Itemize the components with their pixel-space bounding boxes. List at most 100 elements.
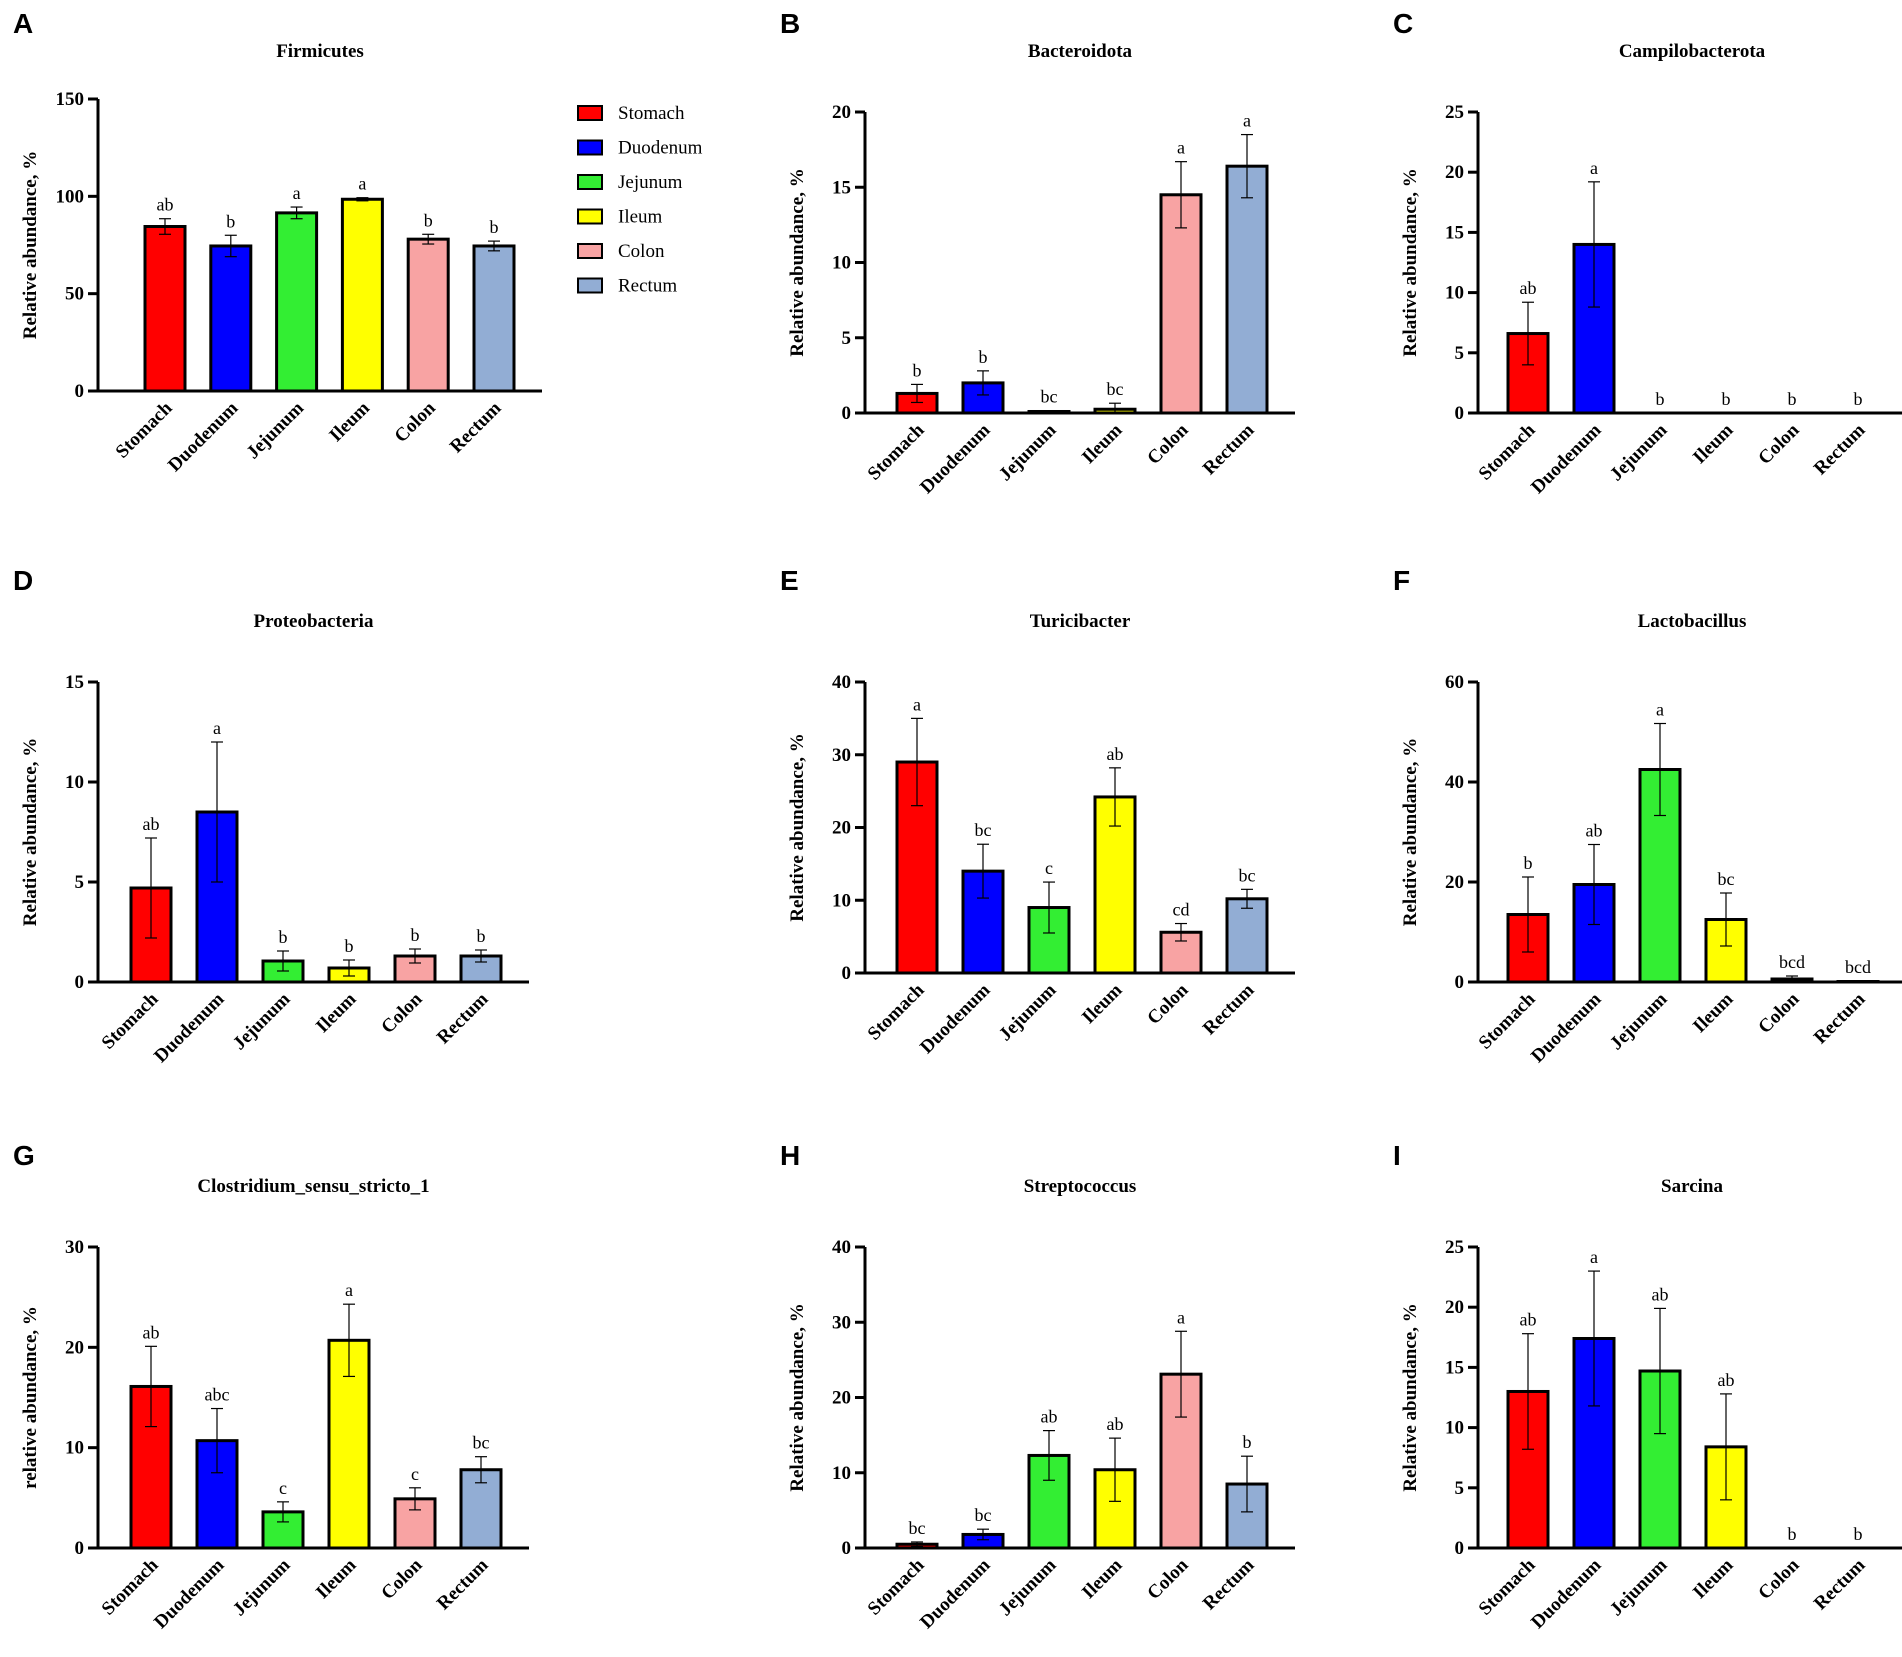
y-tick-label: 30: [832, 745, 851, 766]
chart-title: Sarcina: [1661, 1176, 1723, 1197]
y-tick-label: 20: [832, 818, 851, 839]
panel-c: C Campilobacterota Relative abundance, % 0 5…: [1393, 8, 1902, 498]
legend-swatch-stomach: [577, 105, 603, 121]
legend-label: Jejunum: [618, 172, 683, 193]
significance-label: b: [1788, 1524, 1797, 1544]
x-tick-label: Ileum: [325, 398, 374, 447]
significance-label: a: [358, 174, 366, 194]
x-tick-label: Colon: [1754, 988, 1803, 1037]
x-tick-label: Colon: [1143, 419, 1192, 468]
y-tick-label: 10: [832, 890, 851, 911]
legend-label: Stomach: [618, 103, 685, 124]
legend: Stomach Duodenum Jejunum Ileum Colon Rectum: [577, 103, 703, 297]
x-tick-label: Duodenum: [1527, 420, 1605, 498]
x-tick-label: Jejunum: [995, 1555, 1061, 1621]
x-tick-label: Rectum: [433, 989, 493, 1049]
y-axis-label: Relative abundance, %: [1400, 168, 1421, 356]
significance-label: b: [490, 217, 499, 237]
y-axis-label: Relative abundance, %: [787, 1303, 808, 1491]
significance-label: b: [345, 936, 354, 956]
significance-label: b: [1854, 389, 1863, 409]
significance-label: a: [345, 1280, 353, 1300]
x-tick-label: Ileum: [312, 1555, 361, 1604]
y-tick-label: 0: [1455, 972, 1465, 993]
significance-label: a: [1243, 111, 1251, 131]
significance-label: a: [1590, 1247, 1598, 1267]
panel-a: A Firmicutes Relative abundance, % 0 50 100 15…: [13, 8, 542, 476]
significance-label: a: [1177, 138, 1185, 158]
panel-letter: E: [780, 565, 799, 596]
panel-b: B Bacteroidota Relative abundance, % 0 5 10 15…: [780, 8, 1295, 498]
chart-title: Proteobacteria: [254, 611, 374, 632]
significance-label: bc: [975, 1505, 992, 1525]
x-tick-label: Jejunum: [1606, 1555, 1672, 1621]
significance-label: c: [411, 1464, 419, 1484]
panel-f: F Lactobacillus Relative abundance, % 0 20 40…: [1393, 565, 1902, 1067]
y-tick-label: 20: [1445, 162, 1464, 183]
legend-swatch-rectum: [577, 277, 603, 294]
x-tick-label: Duodenum: [164, 398, 242, 476]
y-axis-label: Relative abundance, %: [20, 151, 41, 339]
y-tick-label: 20: [65, 1337, 84, 1358]
x-tick-label: Jejunum: [229, 1555, 295, 1621]
significance-label: ab: [1041, 1407, 1058, 1427]
panel-letter: B: [780, 8, 800, 39]
x-tick-label: Jejunum: [995, 980, 1061, 1046]
bar-jejunum: [275, 211, 319, 393]
x-tick-label: Colon: [377, 988, 426, 1037]
bar-rectum: [472, 244, 516, 393]
significance-label: ab: [1107, 744, 1124, 764]
significance-label: b: [979, 347, 988, 367]
x-tick-label: Stomach: [864, 1554, 929, 1619]
significance-label: bc: [975, 820, 992, 840]
y-axis-label: Relative abundance, %: [1400, 1303, 1421, 1491]
y-tick-label: 20: [832, 1388, 851, 1409]
significance-label: b: [1722, 389, 1731, 409]
x-tick-label: Ileum: [1689, 989, 1738, 1038]
chart-title: Lactobacillus: [1638, 611, 1747, 632]
x-tick-label: Stomach: [1475, 988, 1540, 1053]
significance-label: b: [477, 926, 486, 946]
significance-label: a: [213, 718, 221, 738]
x-tick-label: Duodenum: [150, 989, 228, 1067]
bar-rectum: [459, 1468, 503, 1550]
bar-rectum: [1225, 164, 1269, 415]
significance-label: a: [913, 694, 921, 714]
significance-label: a: [1590, 158, 1598, 178]
legend-swatch-colon: [577, 243, 603, 259]
y-tick-label: 10: [832, 1463, 851, 1484]
x-tick-label: Ileum: [1078, 980, 1127, 1029]
panel-i: I Sarcina Relative abundance, % 0 5 10 15 20 25 a…: [1393, 1140, 1902, 1633]
y-tick-label: 10: [65, 1438, 84, 1459]
y-tick-label: 0: [842, 403, 852, 424]
x-tick-label: Jejunum: [243, 398, 309, 464]
x-tick-label: Duodenum: [916, 1555, 994, 1633]
y-tick-label: 0: [75, 1538, 85, 1559]
x-tick-label: Colon: [391, 397, 440, 446]
panel-letter: D: [13, 565, 33, 596]
x-tick-label: Colon: [1143, 979, 1192, 1028]
legend-label: Duodenum: [618, 138, 703, 159]
y-tick-label: 0: [842, 963, 852, 984]
y-tick-label: 5: [1455, 343, 1465, 364]
significance-label: b: [411, 925, 420, 945]
significance-label: ab: [143, 814, 160, 834]
significance-label: ab: [1718, 1370, 1735, 1390]
significance-label: bc: [1041, 387, 1058, 407]
significance-label: ab: [1520, 1310, 1537, 1330]
y-tick-label: 30: [65, 1237, 84, 1258]
x-tick-label: Duodenum: [916, 980, 994, 1058]
x-tick-label: Ileum: [312, 989, 361, 1038]
significance-label: b: [913, 360, 922, 380]
significance-label: b: [424, 210, 433, 230]
chart-title: Firmicutes: [276, 41, 364, 62]
y-axis-label: Relative abundance, %: [1400, 738, 1421, 926]
significance-label: bcd: [1845, 957, 1871, 977]
x-tick-label: Stomach: [1475, 1554, 1540, 1619]
significance-label: bc: [473, 1433, 490, 1453]
x-tick-label: Stomach: [1475, 419, 1540, 484]
x-tick-label: Duodenum: [150, 1555, 228, 1633]
x-tick-label: Stomach: [864, 419, 929, 484]
y-tick-label: 0: [1455, 1538, 1465, 1559]
